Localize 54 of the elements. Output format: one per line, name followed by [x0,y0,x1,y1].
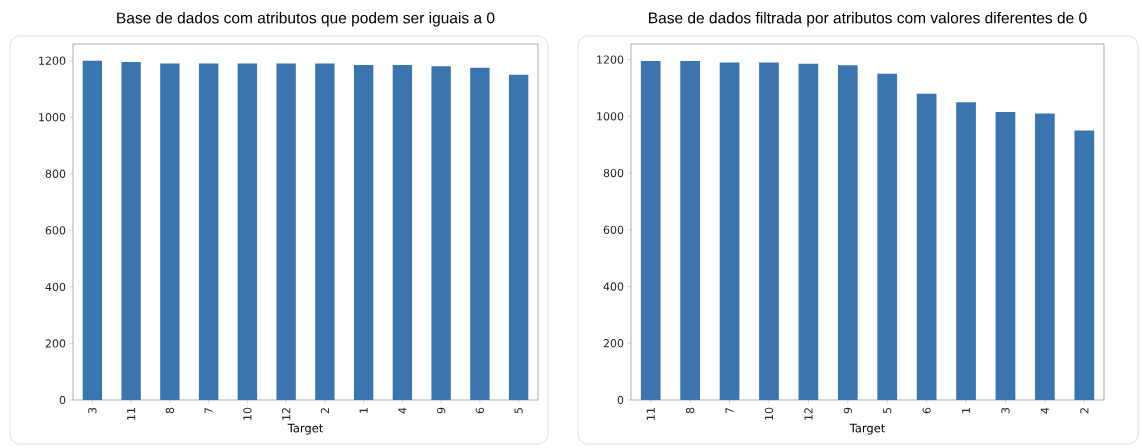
x-tick-label: 9 [843,407,852,414]
x-tick-label: 2 [320,408,329,414]
x-tick-label: 7 [725,407,734,414]
bar [640,61,661,400]
y-tick-label: 600 [45,226,66,235]
x-tick-label: 11 [646,408,655,420]
x-tick-label: 10 [764,407,774,420]
bar [877,73,898,400]
y-tick-label: 1200 [597,55,624,64]
bar [1074,130,1095,400]
x-tick-label: 9 [436,407,446,414]
x-tick-label: 1 [962,408,971,413]
x-tick-label: 4 [1040,407,1049,414]
chart-title: Base de dados com atributos que podem ser iguais a 0 [117,12,495,27]
bar [837,65,858,400]
y-tick-label: 400 [45,282,66,292]
x-tick-label: 5 [514,407,523,414]
x-tick-label: 3 [88,407,97,414]
bar [956,102,976,400]
y-tick-label: 600 [603,225,624,234]
y-tick-label: 1200 [39,56,66,65]
x-tick-label: 12 [804,408,813,420]
y-tick-label: 200 [603,339,624,348]
y-tick-label: 0 [617,395,624,405]
x-tick-label: 3 [1001,407,1010,414]
x-tick-label: 6 [475,407,485,414]
y-tick-label: 1000 [39,113,66,122]
x-tick-label: 1 [359,408,368,413]
bar [916,93,937,400]
x-tick-label: 2 [1080,408,1089,414]
x-tick-label: 12 [282,408,291,420]
x-axis-title: Target [849,423,886,435]
x-tick-label: 8 [165,407,175,414]
x-tick-label: 10 [243,407,252,420]
x-tick-label: 6 [922,407,931,414]
y-tick-label: 0 [59,395,66,405]
bar [995,112,1016,400]
x-tick-label: 4 [398,407,407,414]
bar [680,61,700,400]
y-tick-label: 400 [603,282,624,291]
x-axis-title: Target [287,423,324,435]
y-tick-label: 200 [45,339,66,348]
x-tick-label: 11 [127,408,136,420]
bar [798,63,819,400]
x-tick-label: 8 [685,407,695,414]
y-tick-label: 800 [603,168,624,178]
x-tick-label: 5 [883,407,892,414]
chart-title: Base de dados filtrada por atributos com valores diferentes de 0 [649,12,1087,27]
y-tick-label: 1000 [597,112,624,121]
bar [719,62,740,400]
x-tick-label: 7 [204,407,213,414]
bar [759,62,779,400]
y-tick-label: 800 [45,169,66,178]
bar [1035,113,1055,400]
